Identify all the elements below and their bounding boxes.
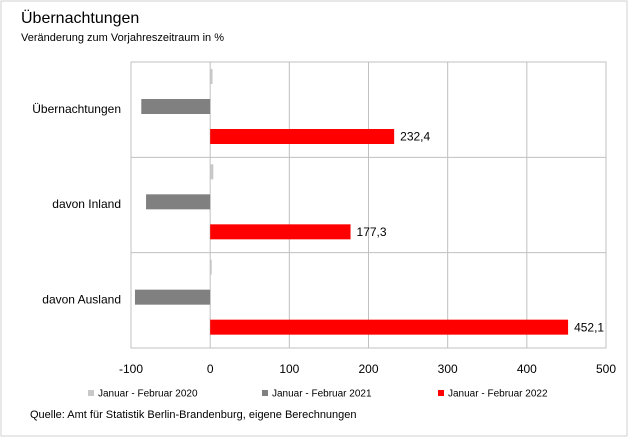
- x-tick-label: 400: [517, 362, 537, 376]
- legend-swatch: [438, 390, 444, 396]
- bar: [210, 224, 351, 240]
- legend-swatch: [262, 390, 268, 396]
- chart-subtitle: Veränderung zum Vorjahreszeitraum in %: [21, 32, 224, 44]
- x-tick-label: -100: [119, 362, 143, 376]
- category-label: davon Ausland: [42, 293, 121, 307]
- legend-label: Januar - Februar 2021: [272, 389, 372, 400]
- value-label: 452,1: [574, 320, 604, 334]
- category-label: davon Inland: [52, 197, 121, 211]
- source: Quelle: Amt für Statistik Berlin-Branden…: [30, 409, 357, 421]
- x-tick-label: 200: [358, 362, 378, 376]
- bar: [210, 259, 212, 275]
- value-label: 177,3: [357, 225, 387, 239]
- chart-title: Übernachtungen: [21, 9, 139, 27]
- x-tick-label: 0: [207, 362, 214, 376]
- legend-label: Januar - Februar 2022: [448, 389, 548, 400]
- bar: [210, 129, 395, 144]
- bar: [210, 69, 213, 84]
- category-label: Übernachtungen: [32, 102, 121, 116]
- bar: [210, 319, 569, 335]
- bar: [210, 164, 214, 180]
- legend-label: Januar - Februar 2020: [98, 389, 198, 400]
- legend-swatch: [88, 390, 94, 396]
- x-tick-label: 500: [596, 362, 616, 376]
- bar: [134, 289, 211, 305]
- bar: [141, 99, 211, 114]
- bar: [146, 194, 211, 210]
- value-label: 232,4: [400, 130, 430, 144]
- x-tick-label: 100: [279, 362, 299, 376]
- x-tick-label: 300: [438, 362, 458, 376]
